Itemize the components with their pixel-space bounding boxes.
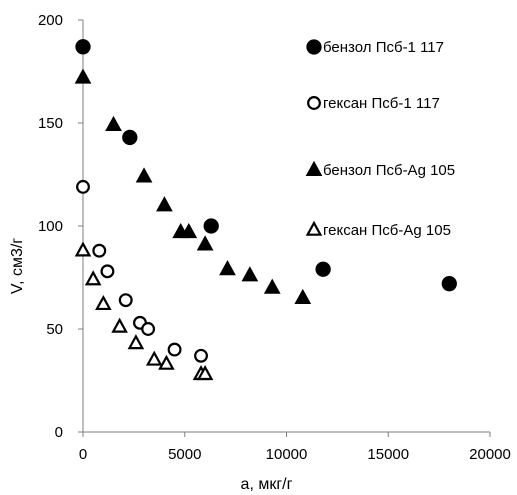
y-tick-label: 100: [38, 218, 63, 235]
legend-label: гексан Псб-1 117: [323, 95, 440, 112]
data-point-series-1: [441, 276, 457, 292]
data-point-series-3: [156, 196, 173, 212]
legend-marker: [307, 96, 321, 110]
data-point-series-2: [92, 243, 107, 258]
legend-marker: [305, 220, 323, 236]
data-point-series-3: [74, 68, 92, 84]
legend-item: гексан Псб-1 117: [307, 95, 440, 112]
y-axis-label: V, см3/г: [9, 238, 26, 294]
data-point-series-3: [219, 260, 236, 276]
y-tick-label: 0: [55, 424, 63, 441]
tick-labels: 0 5000 10000 15000 20000 0 50 100 150 200: [38, 12, 511, 463]
y-tick-label: 200: [38, 12, 63, 29]
data-point-series-3: [180, 222, 198, 239]
data-point-series-2: [76, 179, 90, 194]
legend-item: бензол Псб-1 117: [306, 39, 444, 56]
legend-label: бензол Псб-Ag 105: [323, 162, 455, 179]
data-point-series-4: [196, 365, 214, 381]
data-point-series-2: [167, 342, 182, 357]
data-point-series-3: [241, 266, 259, 282]
data-point-series-4: [74, 241, 92, 257]
x-tick-label: 10000: [266, 446, 308, 463]
data-point-series-1: [75, 39, 91, 55]
data-point-series-3: [135, 167, 153, 183]
data-point-series-1: [203, 218, 219, 234]
data-point-series-1: [315, 261, 331, 277]
x-tick-label: 0: [79, 446, 87, 463]
data-point-series-3: [105, 115, 122, 132]
data-point-series-4: [145, 350, 163, 366]
data-point-series-4: [111, 317, 128, 333]
legend-item: гексан Псб-Ag 105: [305, 220, 451, 239]
legend-marker: [306, 39, 322, 55]
data-point-series-4: [127, 334, 145, 350]
y-tick-label: 150: [38, 115, 63, 132]
legend: бензол Псб-1 117 гексан Псб-1 117 бензол П…: [305, 39, 455, 239]
data-points: [74, 39, 457, 381]
axes: [78, 19, 491, 437]
legend-label: бензол Псб-1 117: [323, 39, 444, 56]
legend-item: бензол Псб-Ag 105: [305, 160, 455, 179]
y-tick-label: 50: [46, 321, 63, 338]
data-point-series-3: [263, 278, 281, 294]
data-point-series-2: [141, 322, 156, 336]
data-point-series-4: [158, 354, 175, 370]
legend-marker: [305, 160, 323, 176]
data-point-series-2: [194, 348, 208, 363]
x-tick-label: 20000: [469, 446, 511, 463]
data-point-series-4: [84, 270, 102, 286]
legend-label: гексан Псб-Ag 105: [323, 222, 451, 239]
x-tick-label: 5000: [168, 446, 201, 463]
data-point-series-3: [196, 235, 214, 251]
x-axis-label: a, мкг/г: [241, 476, 293, 493]
data-point-series-4: [95, 294, 112, 311]
x-tick-label: 15000: [367, 446, 409, 463]
data-point-series-2: [118, 293, 133, 308]
data-point-series-3: [294, 288, 312, 305]
data-point-series-2: [100, 264, 115, 279]
data-point-series-1: [122, 129, 138, 146]
